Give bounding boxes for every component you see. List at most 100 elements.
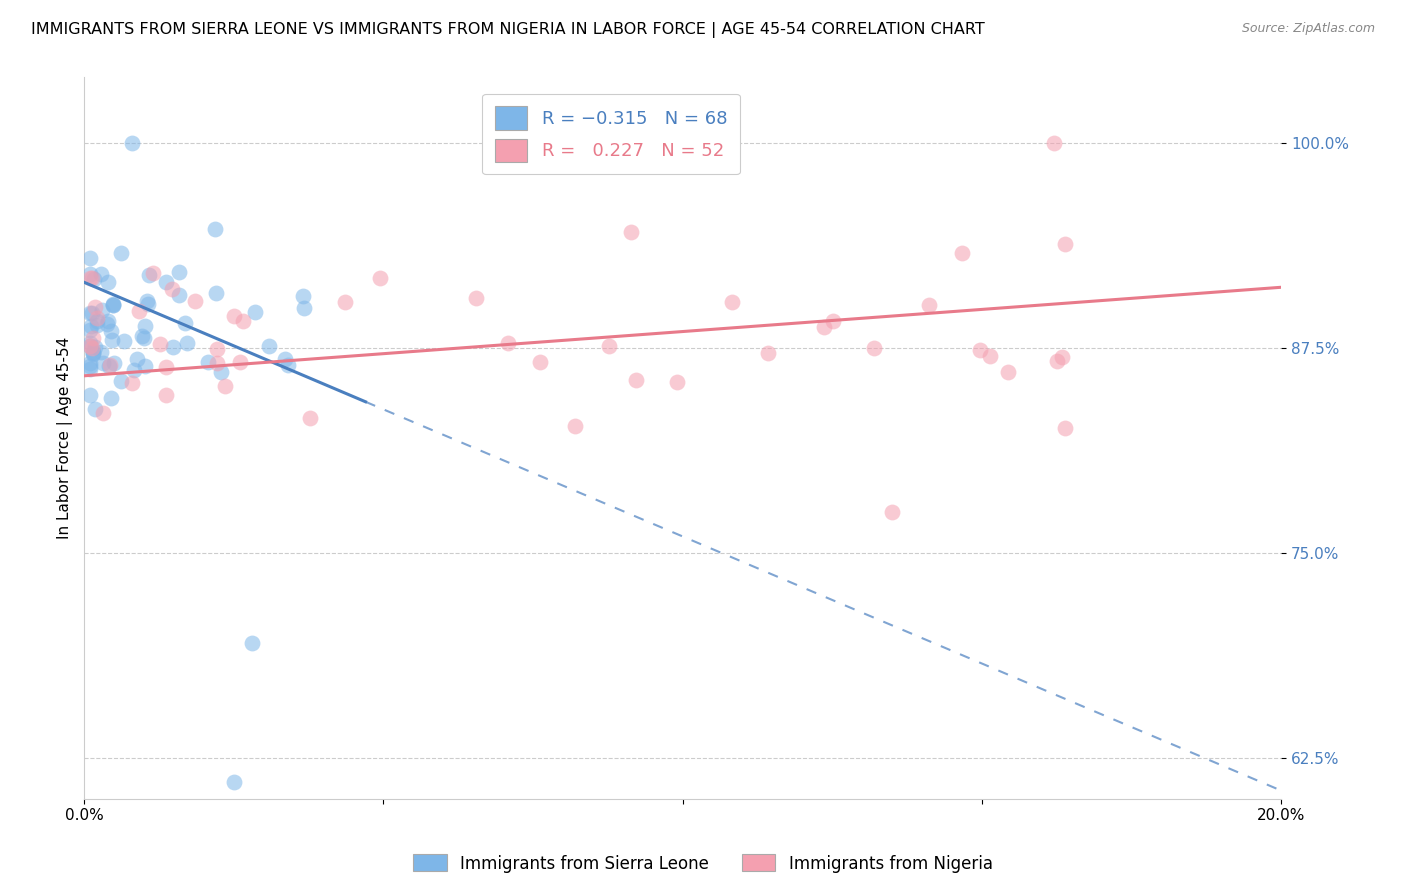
Point: [103, 297, 125, 311]
Point: [82, 341, 104, 355]
Point: [598, 339, 620, 353]
Point: [813, 320, 835, 334]
Legend: Immigrants from Sierra Leone, Immigrants from Nigeria: Immigrants from Sierra Leone, Immigrants…: [406, 847, 1000, 880]
Point: [758, 346, 780, 360]
Point: [97, 276, 120, 290]
Point: [101, 333, 124, 347]
Y-axis label: In Labor Force | Age 45-54: In Labor Force | Age 45-54: [58, 337, 73, 540]
Point: [465, 291, 488, 305]
Point: [155, 275, 177, 289]
Point: [79, 336, 101, 351]
Point: [298, 410, 321, 425]
Point: [162, 282, 184, 296]
Point: [969, 343, 991, 357]
Point: [112, 334, 135, 349]
Point: [79, 356, 101, 370]
Point: [91, 406, 114, 420]
Point: [98, 358, 121, 372]
Point: [84, 340, 107, 354]
Point: [79, 339, 101, 353]
Point: [183, 294, 205, 309]
Point: [720, 295, 742, 310]
Point: [222, 310, 245, 324]
Point: [134, 359, 156, 374]
Point: [1046, 354, 1069, 368]
Point: [232, 314, 254, 328]
Point: [240, 636, 263, 650]
Point: [155, 387, 177, 401]
Point: [176, 335, 198, 350]
Point: [979, 349, 1001, 363]
Point: [257, 339, 280, 353]
Point: [96, 314, 118, 328]
Point: [100, 391, 122, 405]
Point: [274, 352, 297, 367]
Point: [90, 344, 112, 359]
Point: [277, 358, 299, 372]
Point: [134, 319, 156, 334]
Point: [91, 356, 114, 370]
Point: [173, 316, 195, 330]
Point: [132, 331, 155, 345]
Point: [110, 375, 132, 389]
Point: [205, 356, 228, 370]
Text: IMMIGRANTS FROM SIERRA LEONE VS IMMIGRANTS FROM NIGERIA IN LABOR FORCE | AGE 45-: IMMIGRANTS FROM SIERRA LEONE VS IMMIGRAN…: [31, 22, 984, 38]
Point: [136, 293, 159, 308]
Point: [82, 346, 104, 360]
Point: [243, 304, 266, 318]
Point: [79, 388, 101, 402]
Point: [214, 379, 236, 393]
Point: [496, 336, 519, 351]
Point: [121, 136, 143, 150]
Point: [125, 351, 148, 366]
Point: [862, 341, 884, 355]
Point: [162, 340, 184, 354]
Point: [97, 359, 120, 374]
Point: [149, 337, 172, 351]
Point: [86, 318, 108, 333]
Point: [79, 339, 101, 353]
Point: [155, 360, 177, 375]
Point: [823, 314, 845, 328]
Point: [79, 323, 101, 337]
Point: [79, 271, 101, 285]
Point: [1050, 350, 1073, 364]
Point: [209, 365, 232, 379]
Point: [564, 418, 586, 433]
Point: [131, 329, 153, 343]
Point: [121, 376, 143, 390]
Point: [1042, 136, 1064, 150]
Point: [142, 266, 165, 280]
Point: [79, 251, 101, 265]
Legend: R = −0.315   N = 68, R =   0.227   N = 52: R = −0.315 N = 68, R = 0.227 N = 52: [482, 94, 740, 175]
Point: [79, 306, 101, 320]
Point: [96, 317, 118, 331]
Point: [136, 297, 159, 311]
Point: [333, 294, 356, 309]
Point: [368, 271, 391, 285]
Point: [82, 331, 104, 345]
Point: [91, 302, 114, 317]
Point: [86, 311, 108, 326]
Point: [82, 306, 104, 320]
Point: [79, 267, 101, 281]
Point: [882, 505, 904, 519]
Point: [83, 271, 105, 285]
Point: [222, 775, 245, 789]
Point: [86, 314, 108, 328]
Point: [110, 246, 132, 260]
Point: [80, 319, 103, 334]
Point: [83, 401, 105, 416]
Point: [101, 297, 124, 311]
Point: [90, 267, 112, 281]
Point: [1054, 237, 1077, 252]
Point: [205, 342, 228, 356]
Point: [197, 354, 219, 368]
Point: [918, 298, 941, 312]
Point: [122, 363, 145, 377]
Point: [103, 355, 125, 369]
Point: [128, 304, 150, 318]
Point: [101, 298, 124, 312]
Point: [138, 268, 160, 282]
Point: [1053, 420, 1076, 434]
